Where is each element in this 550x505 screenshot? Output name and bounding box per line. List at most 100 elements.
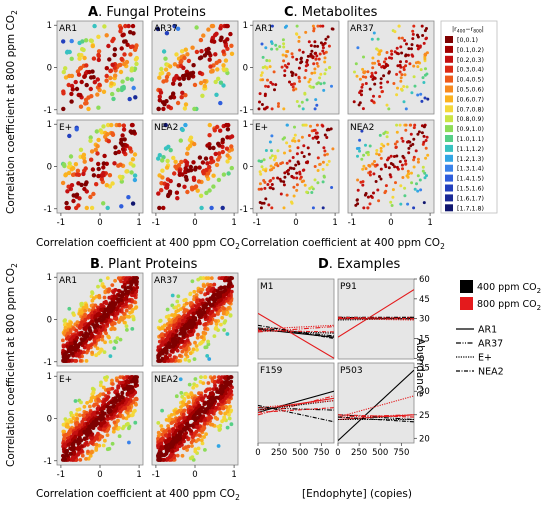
scatter-point bbox=[78, 351, 82, 355]
x-tick-label: 750 bbox=[393, 448, 409, 458]
scatter-point bbox=[158, 442, 162, 447]
scatter-point bbox=[309, 52, 313, 56]
scatter-point bbox=[225, 159, 230, 164]
y-tick-label: 1 bbox=[47, 21, 52, 31]
scatter-point bbox=[162, 453, 167, 458]
scatter-point bbox=[195, 347, 199, 352]
scatter-point bbox=[330, 84, 333, 88]
scatter-point bbox=[84, 82, 89, 88]
scatter-point bbox=[213, 379, 217, 384]
scatter-point bbox=[122, 296, 127, 301]
scatter-point bbox=[120, 133, 125, 138]
scatter-point bbox=[110, 283, 115, 287]
scatter-point bbox=[306, 146, 310, 150]
scatter-point bbox=[409, 144, 413, 148]
scatter-point bbox=[404, 107, 408, 111]
y-tick-label: 15 bbox=[419, 335, 430, 345]
scatter-point bbox=[288, 144, 292, 148]
scatter-point bbox=[214, 325, 219, 330]
scatter-point bbox=[191, 62, 196, 68]
scatter-point bbox=[78, 359, 83, 363]
scatter-point bbox=[307, 152, 311, 156]
scatter-point bbox=[324, 68, 328, 72]
scatter-point bbox=[108, 305, 113, 310]
scatter-point bbox=[74, 127, 79, 132]
scatter-point bbox=[199, 55, 204, 60]
scatter-point bbox=[364, 167, 368, 171]
scatter-point bbox=[102, 285, 106, 289]
scatter-point bbox=[66, 331, 70, 336]
scatter-point bbox=[88, 135, 93, 140]
scatter-point bbox=[325, 136, 329, 139]
scatter-point bbox=[166, 336, 170, 341]
scatter-point bbox=[220, 137, 225, 142]
scatter-point bbox=[162, 458, 166, 462]
scatter-point bbox=[187, 382, 192, 387]
scatter-point bbox=[185, 151, 190, 156]
scatter-point bbox=[86, 449, 90, 454]
scatter-point bbox=[88, 329, 93, 333]
scatter-point bbox=[382, 66, 386, 70]
scatter-point bbox=[223, 411, 228, 416]
scatter-point bbox=[122, 137, 127, 142]
scatter-point bbox=[405, 85, 409, 89]
scatter-point bbox=[122, 424, 126, 429]
scatter-point bbox=[66, 205, 72, 211]
scatter-point bbox=[185, 189, 190, 195]
scatter-point bbox=[212, 375, 217, 379]
scatter-point bbox=[118, 409, 123, 414]
scatter-subplot-metab-0: AR1-101 bbox=[240, 20, 340, 116]
scatter-point bbox=[372, 191, 375, 195]
scatter-point bbox=[297, 35, 301, 39]
scatter-point bbox=[110, 378, 114, 383]
scatter-point bbox=[268, 156, 272, 160]
scatter-point bbox=[425, 135, 429, 139]
scatter-point bbox=[111, 96, 116, 102]
colorbar-swatch bbox=[445, 65, 453, 73]
scatter-point bbox=[387, 166, 391, 170]
scatter-point bbox=[93, 435, 98, 440]
scatter-point bbox=[423, 176, 427, 180]
scatter-point bbox=[195, 421, 200, 426]
scatter-point bbox=[156, 430, 161, 435]
scatter-point bbox=[356, 46, 360, 50]
scatter-point bbox=[70, 442, 75, 447]
scatter-point bbox=[217, 428, 222, 432]
scatter-point bbox=[175, 325, 180, 330]
scatter-point bbox=[78, 332, 82, 337]
scatter-subplot-fungal-2: E+-101-1 0 1 bbox=[44, 119, 144, 228]
scatter-point bbox=[75, 408, 80, 412]
x-tick-label: -1 bbox=[57, 470, 65, 480]
scatter-point bbox=[163, 445, 168, 450]
scatter-point bbox=[90, 298, 95, 303]
scatter-point bbox=[412, 155, 416, 159]
scatter-point bbox=[193, 340, 197, 345]
scatter-point bbox=[314, 57, 318, 61]
scatter-point bbox=[411, 54, 415, 58]
subplot-label: NEA2 bbox=[350, 123, 374, 133]
scatter-point bbox=[204, 276, 209, 280]
scatter-point bbox=[260, 103, 264, 106]
scatter-point bbox=[129, 282, 134, 287]
scatter-point bbox=[366, 195, 370, 199]
scatter-point bbox=[205, 354, 210, 358]
scatter-point bbox=[424, 52, 427, 56]
scatter-point bbox=[228, 31, 233, 37]
colorbar-label: [1.4,1.5) bbox=[457, 176, 484, 183]
x-tick-label: 1 bbox=[136, 470, 141, 480]
scatter-point bbox=[163, 56, 168, 61]
scatter-point bbox=[408, 62, 412, 66]
scatter-point bbox=[95, 346, 100, 351]
scatter-point bbox=[331, 147, 335, 151]
scatter-point bbox=[156, 359, 161, 363]
scatter-point bbox=[404, 60, 408, 63]
scatter-point bbox=[304, 64, 308, 68]
scatter-point bbox=[195, 300, 199, 305]
scatter-point bbox=[211, 173, 216, 178]
scatter-point bbox=[264, 149, 268, 152]
scatter-point bbox=[370, 74, 374, 78]
scatter-point bbox=[190, 187, 195, 192]
scatter-point bbox=[125, 314, 130, 319]
scatter-point bbox=[379, 149, 383, 153]
scatter-point bbox=[117, 122, 122, 128]
